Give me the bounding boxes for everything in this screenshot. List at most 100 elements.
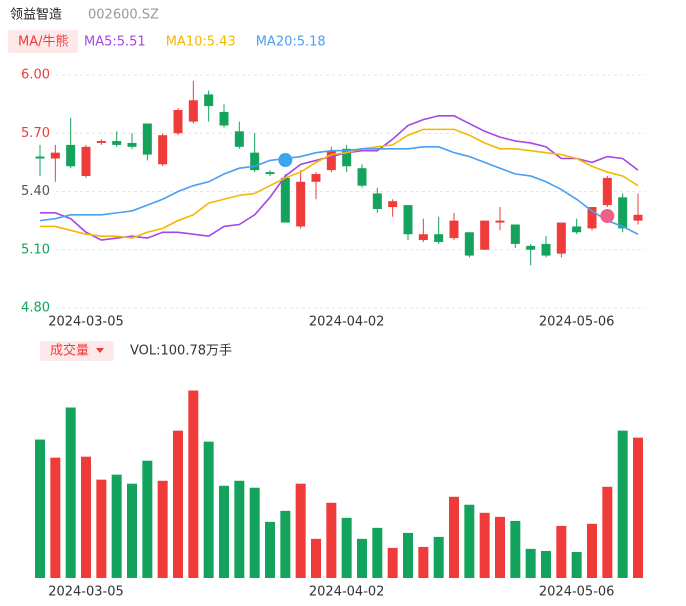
volume-bar — [541, 550, 551, 578]
candle-body — [158, 135, 168, 165]
y-tick-label: 5.10 — [21, 242, 50, 257]
candle-body — [234, 131, 244, 147]
candle-body — [96, 141, 106, 143]
volume-bar — [111, 474, 122, 578]
candle-body — [250, 152, 260, 171]
y-tick-label: 5.40 — [21, 184, 50, 199]
volume-bar — [387, 547, 398, 578]
volume-bar — [326, 502, 337, 578]
volume-bar — [173, 430, 183, 578]
x-tick-label: 2024-04-02 — [309, 585, 385, 600]
volume-bar — [418, 546, 429, 578]
dropdown-arrow — [96, 348, 104, 353]
volume-bar — [587, 523, 597, 578]
candle-body — [434, 234, 444, 242]
volume-bar — [96, 479, 107, 578]
legend-entry: MA10:5.43 — [166, 35, 236, 50]
volume-bar — [556, 525, 567, 578]
x-tick-label: 2024-03-05 — [48, 585, 124, 600]
candle-body — [142, 123, 152, 155]
volume-bar — [633, 437, 643, 578]
ma-button-label[interactable]: MA/牛熊 — [18, 34, 69, 50]
candle-body — [173, 109, 183, 134]
volume-button[interactable] — [40, 341, 114, 361]
candle-body — [618, 197, 628, 229]
volume-bar — [449, 496, 459, 578]
volume-bar — [464, 504, 475, 578]
candle-body — [342, 148, 352, 167]
candle-body — [480, 220, 490, 250]
volume-bar — [65, 407, 76, 578]
candle-body — [541, 243, 551, 256]
volume-bar — [372, 527, 383, 578]
volume-bar — [602, 486, 613, 578]
candle-body — [602, 177, 612, 206]
x-tick-label: 2024-03-05 — [48, 315, 124, 330]
candle-body — [418, 234, 428, 241]
legend-entry: MA5:5.51 — [84, 35, 146, 50]
volume-bar — [495, 516, 505, 578]
volume-bar — [341, 517, 352, 578]
candle-body — [112, 141, 122, 145]
volume-bar — [203, 441, 214, 578]
volume-bar — [81, 456, 91, 578]
y-tick-label: 5.70 — [21, 126, 50, 141]
x-tick-label: 2024-05-06 — [539, 585, 615, 600]
candle-body — [495, 220, 505, 223]
candle-body — [357, 168, 367, 186]
x-tick-label: 2024-05-06 — [539, 315, 615, 330]
candle-body — [326, 150, 336, 171]
y-tick-label: 4.80 — [21, 301, 50, 316]
x-tick-label: 2024-04-02 — [309, 315, 385, 330]
volume-bar — [50, 457, 61, 578]
candle-body — [572, 226, 582, 233]
volume-bar — [295, 483, 306, 578]
volume-bar — [188, 390, 199, 578]
volume-bar — [219, 485, 229, 578]
volume-bar — [35, 439, 45, 578]
candle-body — [449, 220, 459, 239]
volume-button-label[interactable]: 成交量 — [50, 343, 89, 359]
event-marker — [600, 209, 615, 223]
candle-body — [188, 100, 198, 122]
volume-bar — [142, 460, 153, 578]
candle-body — [265, 172, 275, 175]
legend-entry: MA20:5.18 — [256, 35, 326, 50]
volume-bar — [234, 480, 245, 578]
candle-body — [464, 232, 474, 256]
candle-body — [127, 142, 137, 147]
candle-body — [311, 174, 321, 182]
volume-bar — [280, 510, 291, 578]
candle-body — [204, 94, 214, 107]
volume-bar — [433, 536, 444, 578]
stock-code: 002600.SZ — [88, 8, 159, 23]
ma-line — [40, 128, 639, 239]
ma-line — [40, 114, 639, 241]
volume-bar — [357, 538, 367, 578]
volume-bar — [127, 483, 137, 578]
candle-body — [81, 146, 91, 176]
volume-bar — [617, 430, 628, 578]
candle-body — [50, 152, 60, 159]
candle-body — [526, 245, 536, 250]
candle-body — [219, 111, 229, 126]
candle-body — [372, 193, 382, 209]
candle-body — [556, 222, 566, 254]
volume-bar — [403, 532, 413, 578]
candle-body — [35, 156, 45, 159]
ma-button[interactable] — [8, 30, 78, 53]
ma-line — [39, 146, 639, 235]
y-tick-label: 6.00 — [21, 68, 50, 83]
candle-body — [296, 181, 306, 227]
volume-bar — [249, 487, 260, 578]
stock-name: 领益智造 — [10, 8, 62, 23]
volume-bar — [510, 520, 521, 578]
volume-bar — [265, 521, 275, 578]
event-marker — [278, 153, 293, 167]
volume-bar — [157, 480, 168, 578]
candle-body — [403, 205, 413, 235]
candle-body — [587, 207, 597, 229]
volume-bar — [525, 548, 536, 578]
volume-bar — [311, 538, 321, 578]
